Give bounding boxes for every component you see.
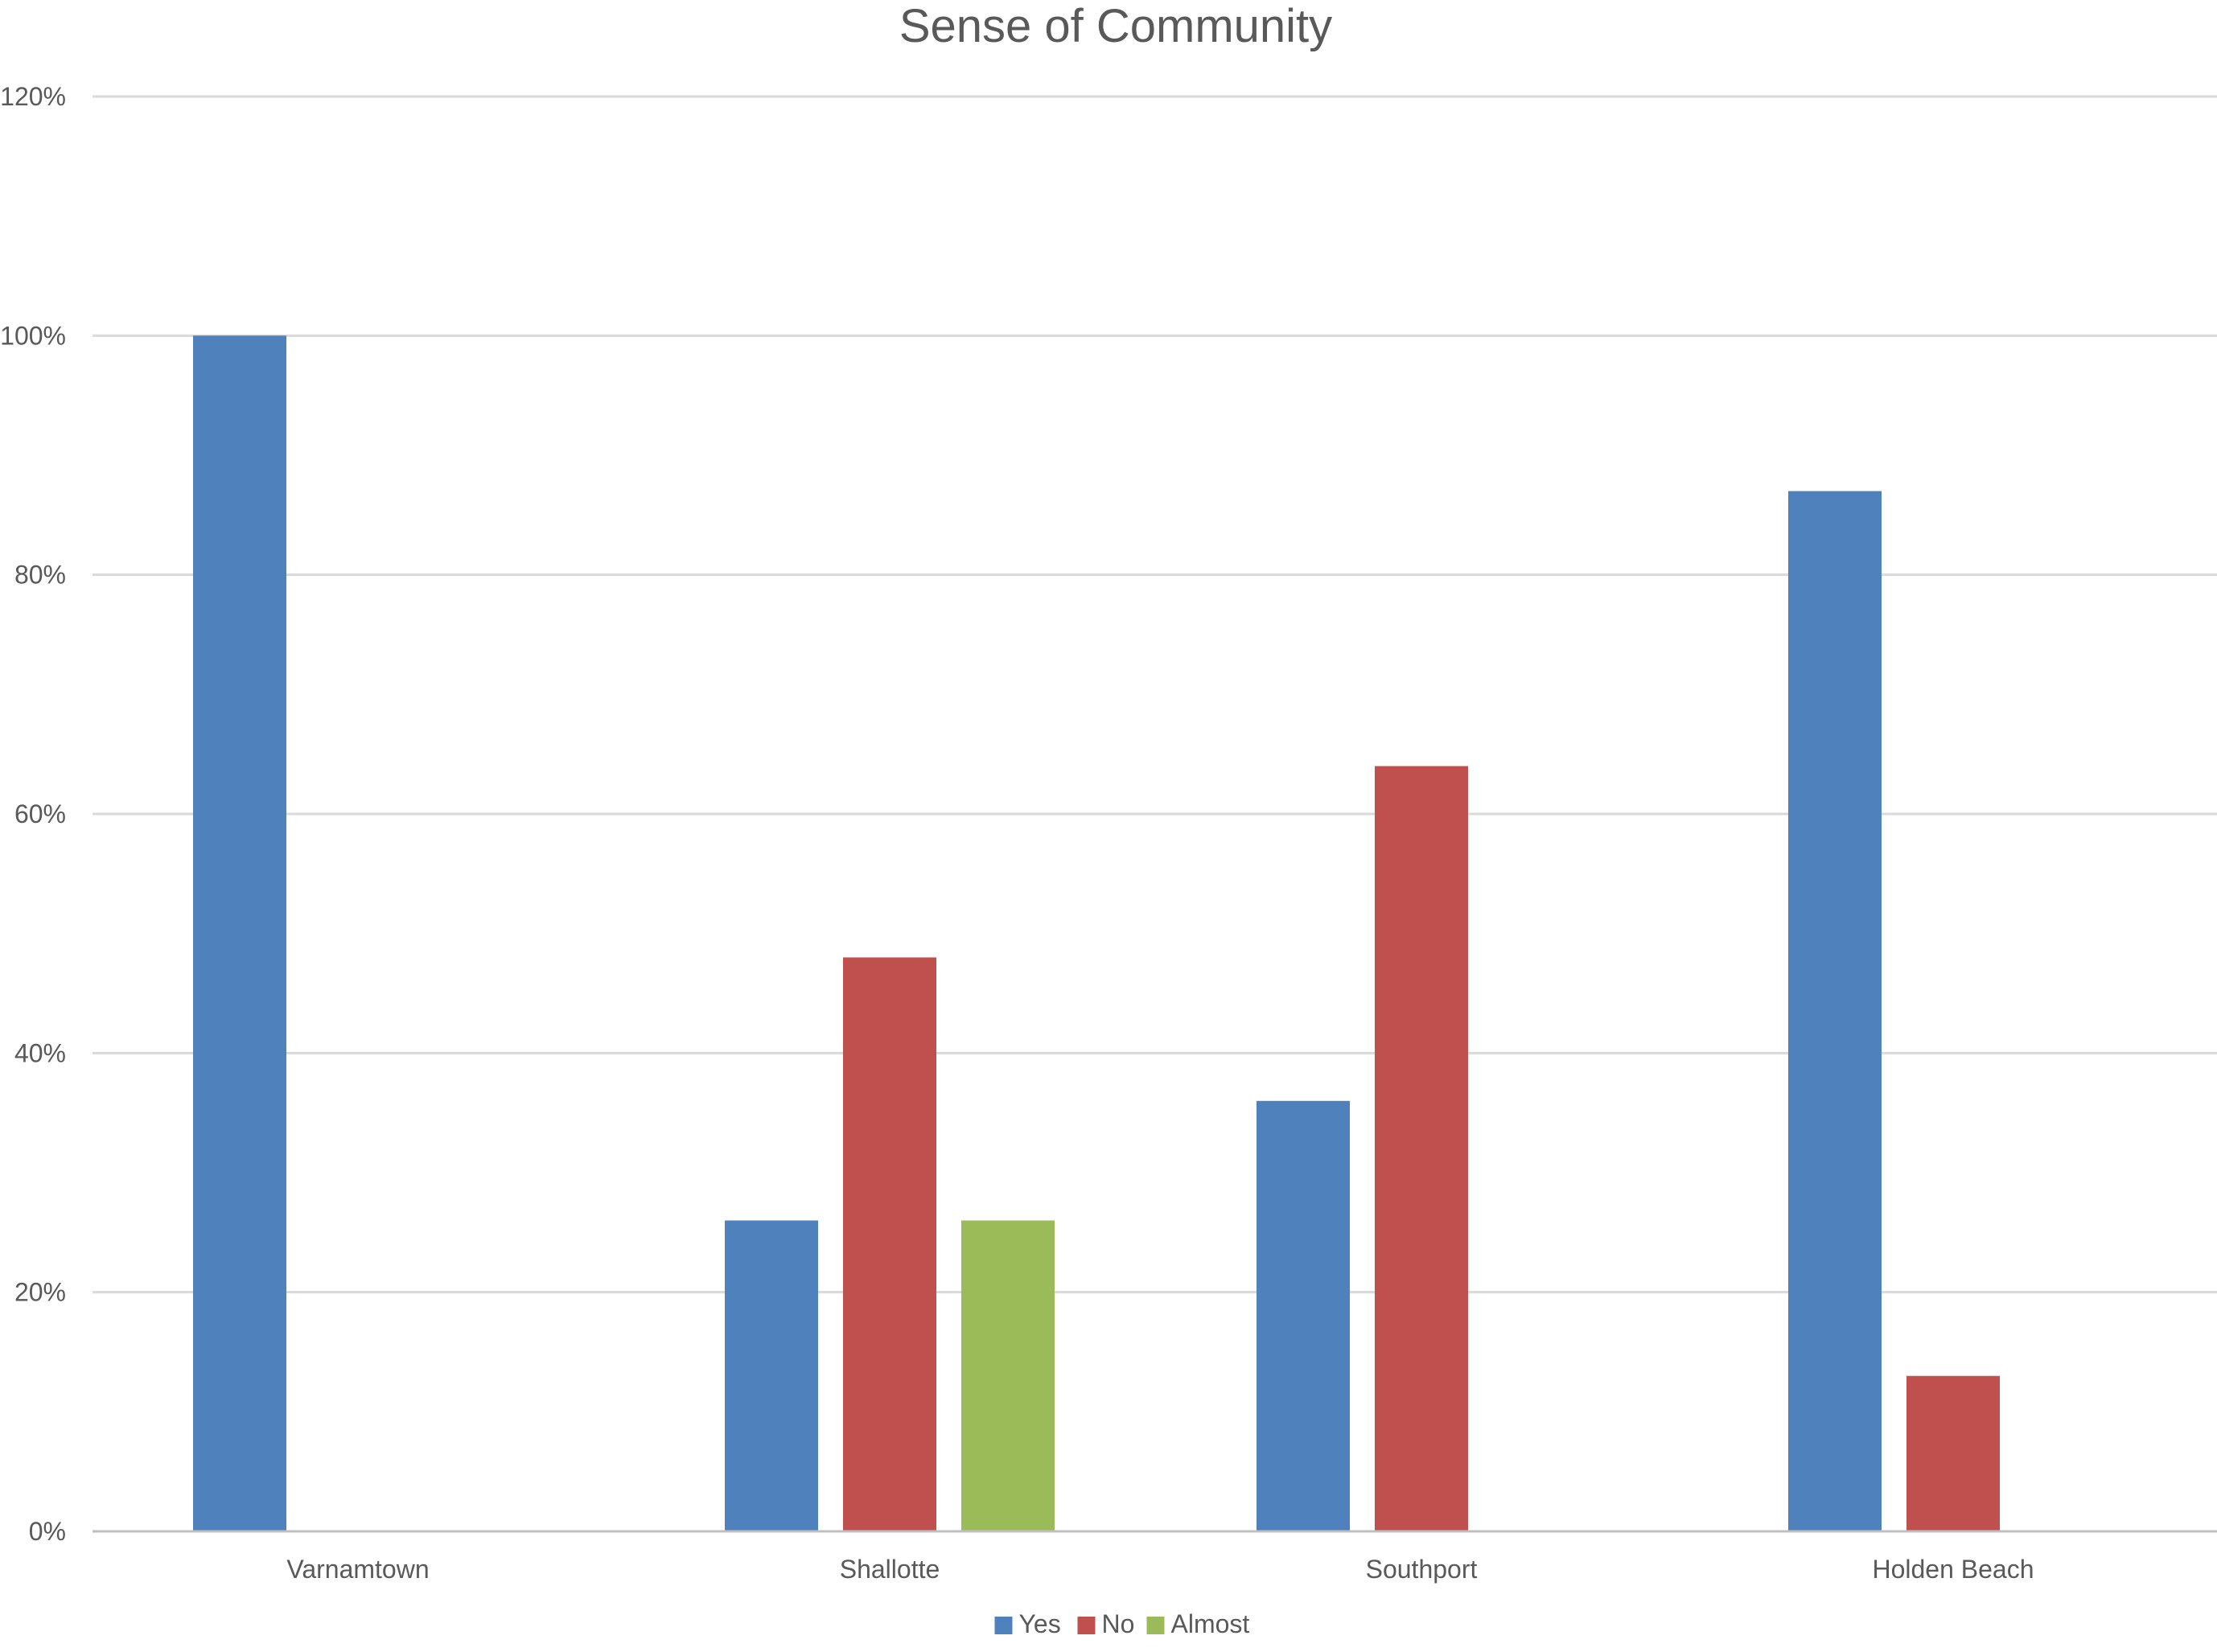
y-tick-label: 60% (14, 799, 66, 828)
bar-no-holden-beach (1906, 1375, 2000, 1531)
x-category-label: Southport (1366, 1555, 1478, 1584)
legend-label: Yes (1019, 1609, 1061, 1638)
y-axis-tick-labels: 0% 20% 40% 60% 80% 100% 120% (0, 82, 66, 1546)
bar-yes-southport (1257, 1100, 1350, 1531)
legend-swatch (1077, 1617, 1096, 1634)
legend-swatch (994, 1617, 1013, 1634)
gridlines (93, 95, 2217, 1294)
bar-yes-holden-beach (1788, 491, 1882, 1531)
bar-no-southport (1375, 766, 1468, 1531)
bar-no-shallotte (843, 957, 936, 1531)
legend-item-no: No (1077, 1609, 1135, 1638)
bars (193, 335, 2000, 1531)
y-tick-label: 40% (14, 1038, 66, 1067)
y-tick-label: 120% (0, 82, 66, 111)
bar-yes-shallotte (725, 1220, 818, 1531)
y-tick-label: 0% (29, 1517, 66, 1546)
legend: Yes No Almost (994, 1609, 1250, 1638)
legend-item-almost: Almost (1146, 1609, 1250, 1638)
y-tick-label: 100% (0, 321, 66, 350)
x-category-label: Shallotte (840, 1555, 940, 1584)
y-tick-label: 20% (14, 1278, 66, 1307)
x-category-label: Varnamtown (286, 1555, 429, 1584)
legend-label: Almost (1171, 1609, 1250, 1638)
chart-title: Sense of Community (899, 0, 1332, 52)
x-category-label: Holden Beach (1872, 1555, 2034, 1584)
bar-almost-shallotte (961, 1220, 1055, 1531)
legend-swatch (1146, 1617, 1165, 1634)
legend-item-yes: Yes (994, 1609, 1061, 1638)
y-tick-label: 80% (14, 561, 66, 590)
bar-yes-varnamtown (193, 335, 286, 1531)
legend-label: No (1102, 1609, 1135, 1638)
x-axis-category-labels: Varnamtown Shallotte Southport Holden Beach (286, 1555, 2034, 1584)
